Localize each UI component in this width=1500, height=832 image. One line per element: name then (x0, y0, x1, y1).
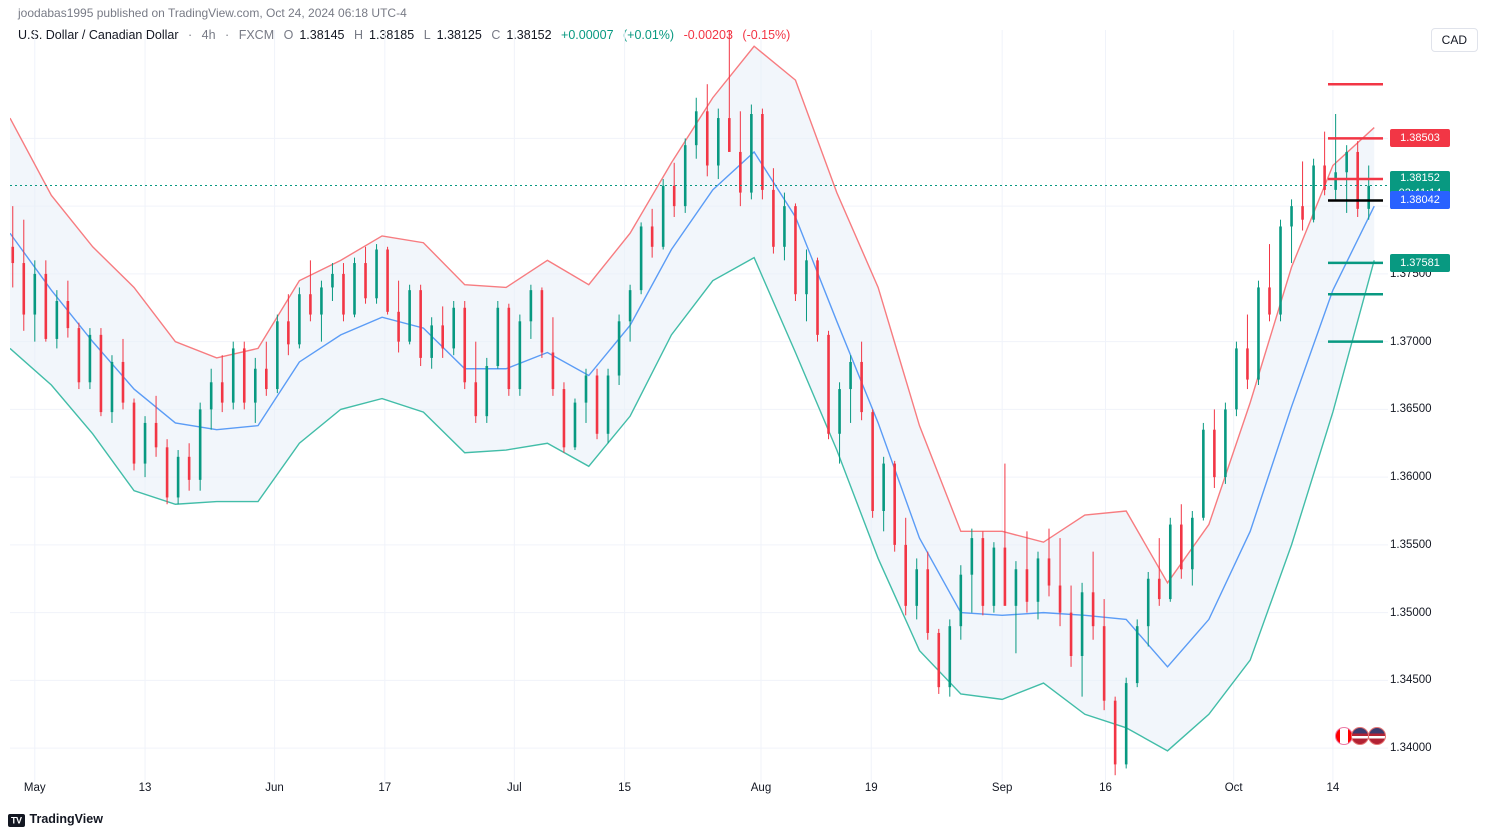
y-tick-label: 1.34500 (1390, 674, 1432, 686)
y-tick-label: 1.37000 (1390, 336, 1432, 348)
x-tick-label: Oct (1225, 782, 1243, 794)
x-tick-label: Jun (265, 782, 284, 794)
price-label: 1.37581 (1390, 254, 1450, 272)
x-tick-label: 17 (378, 782, 391, 794)
x-tick-label: Aug (751, 782, 771, 794)
y-tick-label: 1.35000 (1390, 607, 1432, 619)
publisher[interactable]: joodabas1995 (18, 6, 93, 20)
price-label: 1.38503 (1390, 129, 1450, 147)
x-tick-label: 15 (618, 782, 631, 794)
y-tick-label: 1.36500 (1390, 403, 1432, 415)
y-tick-label: 1.35500 (1390, 539, 1432, 551)
flag-icon[interactable] (1335, 727, 1353, 745)
y-tick-label: 1.34000 (1390, 742, 1432, 754)
price-label: 1.38042 (1390, 191, 1450, 209)
x-tick-label: 19 (865, 782, 878, 794)
x-tick-label: Jul (507, 782, 522, 794)
publish-timestamp: Oct 24, 2024 06:18 UTC-4 (266, 6, 407, 20)
economic-event-icons[interactable] (1340, 727, 1386, 748)
x-tick-label: 14 (1326, 782, 1339, 794)
x-tick-label: 16 (1099, 782, 1112, 794)
price-axis[interactable]: 1.385001.380001.375001.370001.365001.360… (1390, 30, 1490, 782)
x-tick-label: 13 (139, 782, 152, 794)
price-chart[interactable] (10, 30, 1388, 782)
x-tick-label: May (24, 782, 46, 794)
site-name[interactable]: TradingView.com (168, 6, 259, 20)
x-tick-label: Sep (992, 782, 1012, 794)
flag-icon[interactable] (1351, 727, 1369, 745)
tradingview-logo[interactable]: TradingView (8, 812, 103, 826)
y-tick-label: 1.36000 (1390, 471, 1432, 483)
publish-info: joodabas1995 published on TradingView.co… (18, 6, 407, 20)
flag-icon[interactable] (1368, 727, 1386, 745)
time-axis[interactable]: May 13 Jun 17 Jul 15 Aug 19 Sep 16 Oct 14 (10, 782, 1388, 806)
